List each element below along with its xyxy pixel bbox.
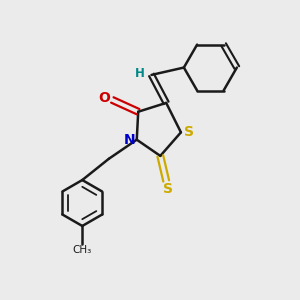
Text: O: O [98, 92, 110, 106]
Text: H: H [135, 67, 145, 80]
Text: CH₃: CH₃ [73, 245, 92, 255]
Text: S: S [184, 125, 194, 139]
Text: N: N [124, 133, 135, 147]
Text: S: S [163, 182, 173, 196]
